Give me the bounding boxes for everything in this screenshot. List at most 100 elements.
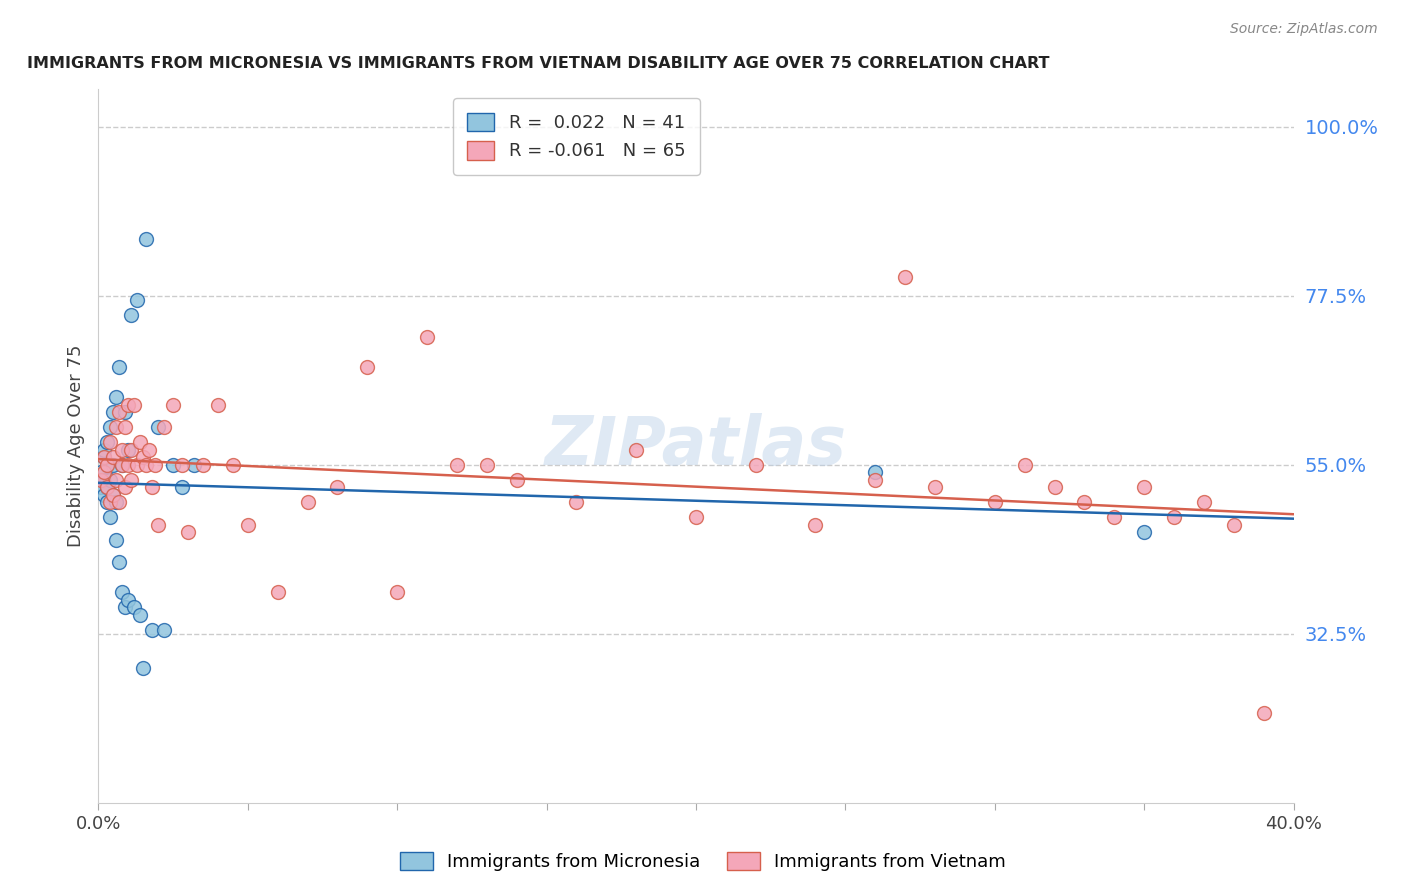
Point <box>475 458 498 472</box>
Point <box>111 458 134 472</box>
Legend: R =  0.022   N = 41, R = -0.061   N = 65: R = 0.022 N = 41, R = -0.061 N = 65 <box>453 98 700 175</box>
Point <box>96 458 118 472</box>
Point <box>416 330 439 344</box>
Point <box>103 450 125 465</box>
Point <box>93 488 115 502</box>
Point <box>114 405 136 419</box>
Point <box>153 623 176 637</box>
Point <box>162 398 184 412</box>
Point <box>162 458 184 472</box>
Point <box>103 488 125 502</box>
Text: ZIPatlas: ZIPatlas <box>546 413 846 479</box>
Point <box>105 495 128 509</box>
Point <box>105 473 128 487</box>
Point <box>120 442 142 457</box>
Point <box>93 473 115 487</box>
Point <box>98 510 122 524</box>
Legend: Immigrants from Micronesia, Immigrants from Vietnam: Immigrants from Micronesia, Immigrants f… <box>392 845 1014 879</box>
Point <box>117 398 139 412</box>
Point <box>326 480 349 494</box>
Point <box>120 473 142 487</box>
Point <box>1133 525 1156 540</box>
Point <box>105 390 128 404</box>
Point <box>148 517 170 532</box>
Point <box>141 480 163 494</box>
Point <box>96 458 118 472</box>
Point <box>96 480 118 494</box>
Point <box>135 458 157 472</box>
Point <box>804 517 827 532</box>
Point <box>96 435 118 450</box>
Point <box>356 360 378 375</box>
Point <box>148 420 170 434</box>
Point <box>685 510 707 524</box>
Point <box>96 480 118 494</box>
Point <box>93 465 115 479</box>
Point <box>114 480 136 494</box>
Point <box>207 398 229 412</box>
Point <box>98 495 122 509</box>
Point <box>1073 495 1095 509</box>
Point <box>177 525 200 540</box>
Point <box>1192 495 1215 509</box>
Point <box>172 480 194 494</box>
Point <box>90 480 112 494</box>
Point <box>1223 517 1246 532</box>
Point <box>132 660 155 674</box>
Text: Source: ZipAtlas.com: Source: ZipAtlas.com <box>1230 22 1378 37</box>
Point <box>191 458 214 472</box>
Point <box>103 458 125 472</box>
Point <box>117 442 139 457</box>
Point <box>132 450 155 465</box>
Y-axis label: Disability Age Over 75: Disability Age Over 75 <box>66 344 84 548</box>
Point <box>141 623 163 637</box>
Point <box>117 593 139 607</box>
Point <box>385 585 409 599</box>
Point <box>93 450 115 465</box>
Point <box>117 458 139 472</box>
Point <box>129 435 152 450</box>
Point <box>105 420 128 434</box>
Point <box>93 442 115 457</box>
Point <box>172 458 194 472</box>
Point <box>135 232 157 246</box>
Point <box>111 458 134 472</box>
Text: IMMIGRANTS FROM MICRONESIA VS IMMIGRANTS FROM VIETNAM DISABILITY AGE OVER 75 COR: IMMIGRANTS FROM MICRONESIA VS IMMIGRANTS… <box>27 56 1049 71</box>
Point <box>984 495 1007 509</box>
Point <box>98 420 122 434</box>
Point <box>114 600 136 615</box>
Point <box>267 585 290 599</box>
Point <box>124 600 146 615</box>
Point <box>1253 706 1275 720</box>
Point <box>153 420 176 434</box>
Point <box>105 533 128 547</box>
Point <box>111 585 134 599</box>
Point <box>565 495 588 509</box>
Point <box>865 473 887 487</box>
Point <box>745 458 768 472</box>
Point <box>103 488 125 502</box>
Point <box>506 473 529 487</box>
Point <box>1104 510 1126 524</box>
Point <box>127 293 149 307</box>
Point <box>114 420 136 434</box>
Point <box>297 495 319 509</box>
Point <box>236 517 259 532</box>
Point <box>1163 510 1185 524</box>
Point <box>108 495 131 509</box>
Point <box>120 308 142 322</box>
Point <box>90 473 112 487</box>
Point <box>1014 458 1036 472</box>
Point <box>138 442 160 457</box>
Point <box>924 480 946 494</box>
Point <box>93 450 115 465</box>
Point <box>1133 480 1156 494</box>
Point <box>108 405 131 419</box>
Point <box>183 458 205 472</box>
Point <box>894 270 917 285</box>
Point <box>96 495 118 509</box>
Point <box>108 556 131 570</box>
Point <box>103 405 125 419</box>
Point <box>90 465 112 479</box>
Point <box>111 442 134 457</box>
